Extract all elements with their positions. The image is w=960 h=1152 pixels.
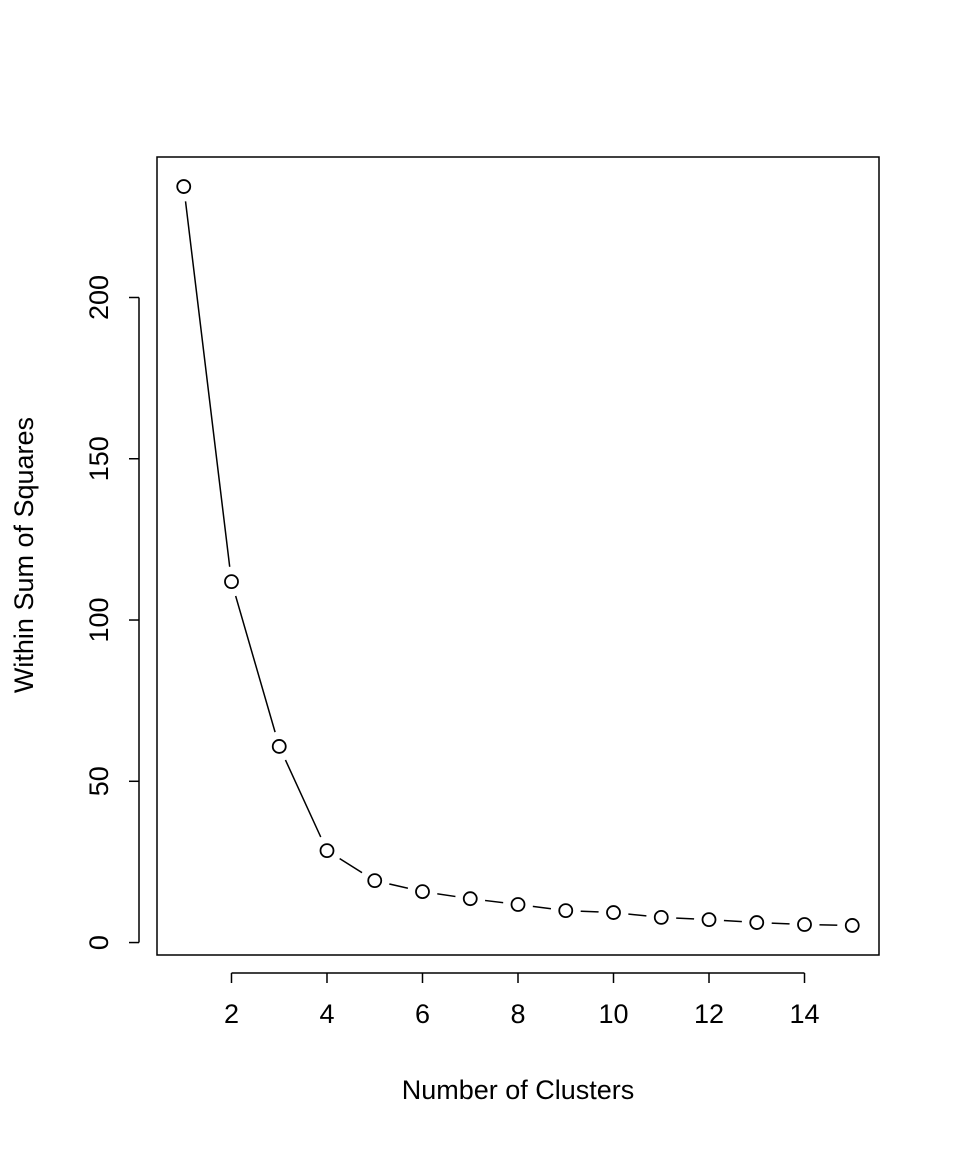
data-point: [749, 915, 765, 930]
y-tick-label: 200: [84, 275, 114, 320]
y-tick-label: 150: [84, 436, 114, 481]
x-axis-label: Number of Clusters: [402, 1075, 635, 1105]
data-point: [844, 918, 860, 933]
data-point: [319, 843, 335, 859]
data-point: [176, 179, 192, 194]
x-tick-label: 6: [415, 999, 430, 1029]
y-tick-label: 100: [84, 597, 114, 642]
data-point: [797, 917, 812, 932]
x-tick-label: 10: [598, 999, 628, 1029]
plot-box: [156, 156, 880, 956]
x-tick-label: 14: [789, 999, 819, 1029]
data-point: [510, 897, 526, 912]
data-point: [271, 739, 287, 754]
data-point: [367, 873, 383, 889]
data-line: [182, 186, 853, 927]
data-point: [701, 912, 717, 928]
data-point: [653, 909, 669, 925]
x-tick-label: 12: [694, 999, 724, 1029]
data-point: [558, 903, 574, 919]
data-point: [415, 884, 430, 899]
data-point: [606, 905, 621, 920]
y-tick-label: 50: [84, 766, 114, 796]
data-point: [224, 574, 239, 590]
y-tick-label: 0: [84, 935, 114, 950]
data-point: [462, 891, 478, 907]
x-tick-label: 8: [510, 999, 525, 1029]
x-tick-label: 2: [224, 999, 239, 1029]
x-tick-label: 4: [319, 999, 334, 1029]
y-axis-label: Within Sum of Squares: [9, 417, 39, 693]
